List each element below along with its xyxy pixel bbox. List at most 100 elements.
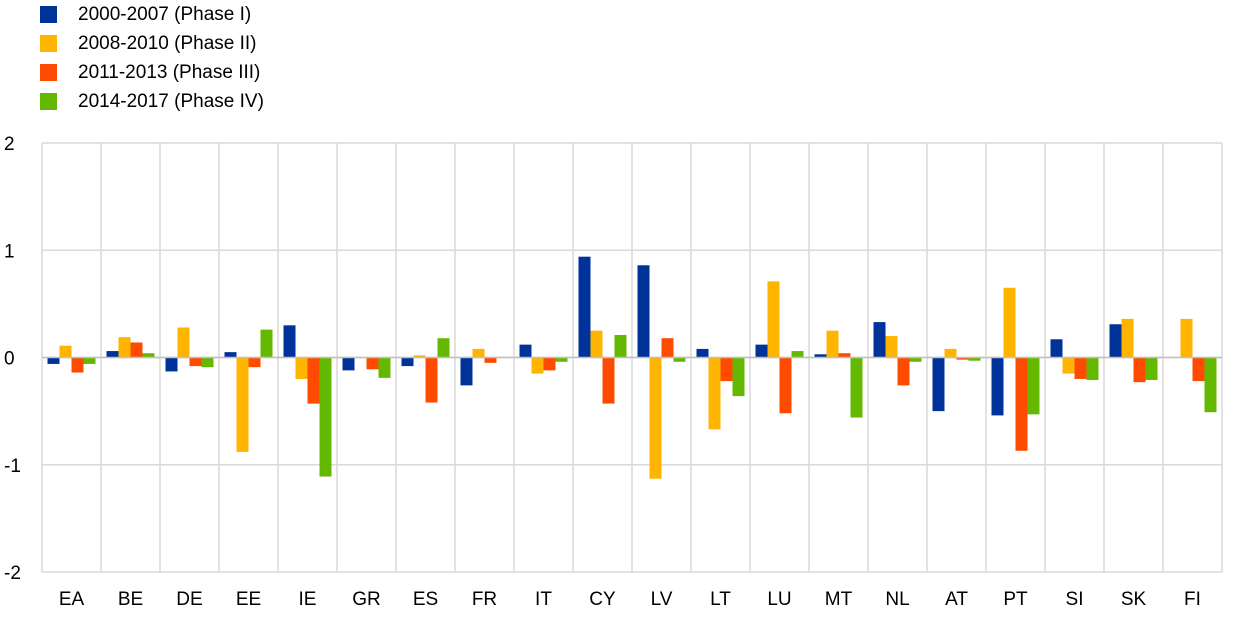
bar (602, 357, 615, 404)
bar (47, 357, 60, 364)
bar (720, 357, 733, 382)
bar (1086, 357, 1099, 381)
bar (295, 357, 308, 379)
bar (472, 348, 485, 358)
bar (968, 357, 981, 361)
bar (885, 336, 898, 358)
y-tick-label: 2 (4, 134, 15, 155)
bar (1192, 357, 1205, 382)
x-tick-label: IT (535, 589, 552, 610)
y-tick-label: 1 (4, 241, 15, 262)
bar (838, 353, 851, 358)
bar (484, 357, 497, 363)
bar (130, 342, 143, 358)
y-tick-label: -2 (4, 563, 21, 584)
bar (1074, 357, 1087, 379)
bar (201, 357, 214, 368)
bar (661, 338, 674, 358)
bar (897, 357, 910, 386)
x-tick-label: DE (176, 589, 202, 610)
y-tick-label: -1 (4, 456, 21, 477)
bar (165, 357, 178, 372)
x-tick-label: MT (825, 589, 853, 610)
x-tick-label: LV (651, 589, 673, 610)
x-tick-label: BE (118, 589, 143, 610)
bar (1145, 357, 1158, 381)
bar (614, 334, 627, 358)
bar (1204, 357, 1217, 413)
legend: 2000-2007 (Phase I) 2008-2010 (Phase II) 2… (40, 0, 264, 116)
bar (649, 357, 662, 479)
legend-item: 2011-2013 (Phase III) (40, 58, 264, 87)
x-tick-label: LU (767, 589, 791, 610)
bar (260, 329, 273, 358)
bar (1027, 357, 1040, 415)
legend-item: 2014-2017 (Phase IV) (40, 87, 264, 116)
x-tick-label: SK (1121, 589, 1147, 610)
x-tick-label: ES (413, 589, 438, 610)
legend-label: 2000-2007 (Phase I) (78, 3, 252, 25)
bar (767, 281, 780, 358)
bar (673, 357, 686, 362)
legend-swatch (40, 35, 57, 52)
bar (1015, 357, 1028, 451)
bar (531, 357, 544, 374)
bar (83, 357, 96, 364)
bar (590, 330, 603, 358)
bar (224, 352, 237, 358)
legend-swatch (40, 6, 57, 23)
bar (826, 330, 839, 358)
bar (1050, 339, 1063, 358)
legend-item: 2000-2007 (Phase I) (40, 0, 264, 29)
bar (342, 357, 355, 371)
bar (236, 357, 249, 452)
bar (944, 348, 957, 358)
legend-label: 2011-2013 (Phase III) (78, 61, 261, 83)
bar (319, 357, 332, 477)
bar (555, 357, 568, 362)
x-tick-label: LT (710, 589, 731, 610)
x-tick-label: EA (59, 589, 85, 610)
bar (106, 351, 119, 358)
bar (578, 256, 591, 358)
legend-label: 2014-2017 (Phase IV) (78, 90, 264, 112)
bar (307, 357, 320, 404)
bar (637, 265, 650, 358)
bar (283, 325, 296, 358)
bar (755, 344, 768, 358)
x-tick-label: EE (236, 589, 261, 610)
bar (460, 357, 473, 386)
bar (708, 357, 721, 430)
x-tick-label: CY (589, 589, 616, 610)
bar (1180, 318, 1193, 358)
bar (991, 357, 1004, 416)
y-tick-label: 0 (4, 349, 15, 370)
legend-label: 2008-2010 (Phase II) (78, 32, 257, 54)
bar (791, 351, 804, 358)
bar (519, 344, 532, 358)
bar (401, 357, 414, 367)
legend-swatch (40, 64, 57, 81)
bar (177, 327, 190, 358)
bar (248, 357, 261, 368)
x-tick-label: GR (352, 589, 381, 610)
x-tick-label: AT (945, 589, 968, 610)
bar (873, 322, 886, 358)
bar (909, 357, 922, 362)
bar (425, 357, 438, 403)
x-tick-label: FI (1184, 589, 1201, 610)
x-tick-label: NL (885, 589, 909, 610)
bar (1109, 324, 1122, 358)
bar (142, 353, 155, 358)
bar (932, 357, 945, 412)
x-tick-label: SI (1066, 589, 1084, 610)
bar (779, 357, 792, 414)
bar (1003, 287, 1016, 358)
x-tick-label: FR (472, 589, 497, 610)
legend-item: 2008-2010 (Phase II) (40, 29, 264, 58)
bar (732, 357, 745, 397)
bar (956, 357, 969, 360)
bar (413, 355, 426, 358)
bar (366, 357, 379, 370)
legend-swatch (40, 93, 57, 110)
